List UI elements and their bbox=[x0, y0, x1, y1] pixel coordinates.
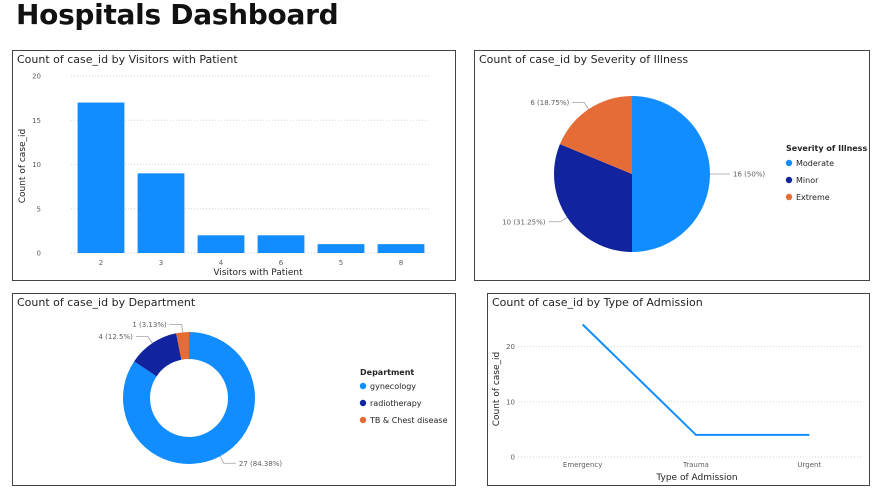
bar-x-tick-label: 3 bbox=[159, 259, 163, 267]
donut-legend-title: Department bbox=[360, 368, 414, 377]
donut-legend-item: gynecology bbox=[370, 382, 416, 391]
bar-5 bbox=[317, 244, 365, 253]
pie-data-label: 6 (18.75%) bbox=[530, 99, 569, 107]
line-x-axis-label: Type of Admission bbox=[655, 473, 737, 483]
line-chart-panel[interactable]: Count of case_id by Type of Admission 0 1… bbox=[487, 293, 870, 486]
line-x-tick-label: Urgent bbox=[797, 461, 821, 469]
bar-x-tick-label: 6 bbox=[279, 259, 284, 267]
donut-legend-item: radiotherapy bbox=[370, 399, 422, 408]
pie-legend-title: Severity of Illness bbox=[786, 144, 867, 153]
donut-data-label: 4 (12.5%) bbox=[98, 333, 133, 341]
donut-chart-title: Count of case_id by Department bbox=[17, 296, 196, 309]
pie-slice-minor bbox=[554, 144, 632, 252]
pie-chart: 16 (50%) 10 (31.25%) 6 (18.75%) Severity o… bbox=[502, 96, 867, 252]
line-x-tick-label: Emergency bbox=[563, 461, 602, 469]
pie-legend-item: Extreme bbox=[796, 193, 830, 202]
donut-slice-gynecology bbox=[122, 332, 255, 464]
line-y-axis-label: Count of case_id bbox=[492, 352, 502, 427]
bar-4 bbox=[197, 235, 245, 253]
pie-leader-line bbox=[548, 217, 568, 223]
line-y-tick-label: 20 bbox=[506, 343, 515, 351]
donut-chart: 27 (84.38%) 4 (12.5%) 1 (3.13%) Department… bbox=[98, 321, 448, 468]
line-x-tick-label: Trauma bbox=[682, 461, 709, 469]
bar-x-tick-label: 5 bbox=[339, 259, 343, 267]
line-series bbox=[581, 323, 810, 436]
donut-legend-marker bbox=[359, 416, 367, 424]
donut-data-label: 1 (3.13%) bbox=[132, 321, 167, 329]
donut-legend-item: TB & Chest disease bbox=[369, 416, 448, 425]
pie-legend-marker bbox=[785, 176, 793, 184]
pie-legend-item: Moderate bbox=[796, 159, 834, 168]
donut-leader-line bbox=[169, 323, 183, 333]
bar-8 bbox=[377, 244, 425, 253]
bar-y-axis-label: Count of case_id bbox=[18, 129, 28, 204]
bar-y-tick-label: 15 bbox=[32, 117, 41, 125]
pie-leader-line bbox=[572, 102, 589, 110]
donut-chart-panel[interactable]: Count of case_id by Department 27 (84.38… bbox=[12, 293, 456, 486]
donut-legend-marker bbox=[359, 382, 367, 390]
bar-3 bbox=[137, 173, 185, 253]
pie-chart-title: Count of case_id by Severity of Illness bbox=[479, 53, 689, 66]
pie-legend-item: Minor bbox=[796, 176, 819, 185]
bar-x-axis-label: Visitors with Patient bbox=[213, 268, 303, 278]
page-title: Hospitals Dashboard bbox=[16, 0, 339, 31]
bar-chart-title: Count of case_id by Visitors with Patien… bbox=[17, 53, 238, 66]
pie-data-label: 10 (31.25%) bbox=[502, 218, 546, 226]
donut-data-label: 27 (84.38%) bbox=[239, 460, 283, 468]
bar-chart: 0 5 10 15 20 2 3 4 6 5 8 Count of case_id Visitor… bbox=[18, 73, 431, 278]
line-y-tick-label: 0 bbox=[511, 454, 515, 462]
donut-slice-tb-chest-disease bbox=[176, 332, 189, 360]
bar-y-tick-label: 0 bbox=[37, 250, 41, 258]
donut-legend-marker bbox=[359, 399, 367, 407]
bar-x-tick-label: 2 bbox=[99, 259, 103, 267]
bar-x-tick-label: 8 bbox=[399, 259, 403, 267]
bar-x-tick-label: 4 bbox=[219, 259, 224, 267]
donut-slice-radiotherapy bbox=[134, 333, 182, 377]
pie-legend-marker bbox=[785, 159, 793, 167]
pie-legend-marker bbox=[785, 193, 793, 201]
bar-y-tick-label: 10 bbox=[32, 161, 41, 169]
pie-slice-moderate bbox=[632, 96, 710, 252]
bar-6 bbox=[257, 235, 305, 253]
donut-leader-line bbox=[219, 456, 236, 464]
pie-slice-extreme bbox=[559, 96, 632, 174]
donut-leader-line bbox=[135, 336, 153, 344]
line-y-tick-label: 10 bbox=[506, 398, 515, 406]
line-chart-title: Count of case_id by Type of Admission bbox=[492, 296, 703, 309]
bar-y-tick-label: 5 bbox=[37, 205, 41, 213]
line-chart: 0 10 20 Emergency Trauma Urgent Count of cas… bbox=[492, 323, 861, 483]
pie-chart-panel[interactable]: Count of case_id by Severity of Illness … bbox=[474, 50, 870, 281]
pie-data-label: 16 (50%) bbox=[733, 171, 765, 179]
bar-2 bbox=[77, 102, 125, 253]
bar-chart-panel[interactable]: Count of case_id by Visitors with Patien… bbox=[12, 50, 456, 281]
bar-y-tick-label: 20 bbox=[32, 73, 41, 81]
